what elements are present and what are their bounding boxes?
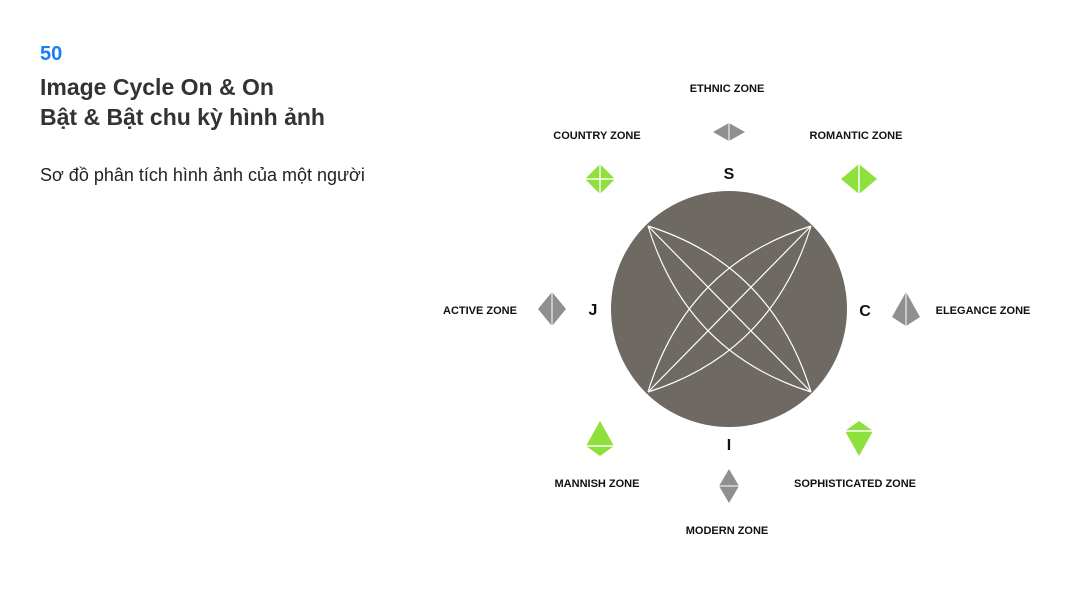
country-zone-label: COUNTRY ZONE	[553, 130, 640, 142]
axis-label-i: I	[727, 437, 731, 454]
romantic-zone-label: ROMANTIC ZONE	[810, 130, 903, 142]
arc-1a	[647, 225, 812, 393]
axis-label-s: S	[724, 166, 735, 183]
sophisticated-zone-icon	[845, 421, 873, 456]
romantic-zone-icon	[841, 164, 877, 194]
active-zone-icon	[538, 292, 566, 326]
modern-zone-icon	[719, 469, 739, 503]
axis-label-c: C	[859, 303, 871, 320]
ethnic-zone-label: ETHNIC ZONE	[690, 83, 765, 95]
active-zone-label: ACTIVE ZONE	[443, 305, 517, 317]
diagonal-line-2	[647, 225, 812, 393]
arc-1b	[647, 225, 812, 393]
title-line-english: Image Cycle On & On	[40, 74, 274, 100]
title-line-vietnamese: Bật & Bật chu kỳ hình ảnh	[40, 104, 325, 130]
mannish-zone-icon	[586, 421, 614, 456]
lens-lines	[647, 225, 812, 393]
sophisticated-zone-label: SOPHISTICATED ZONE	[794, 478, 916, 490]
arc-2a	[647, 225, 812, 393]
axis-label-j: J	[589, 302, 598, 319]
page-subtitle: Sơ đồ phân tích hình ảnh của một người	[40, 165, 365, 185]
arc-2b	[647, 225, 812, 393]
ethnic-zone-icon	[713, 123, 745, 141]
page-number: 50	[40, 43, 63, 65]
modern-zone-label: MODERN ZONE	[686, 525, 769, 537]
mannish-zone-label: MANNISH ZONE	[555, 478, 640, 490]
elegance-zone-label: ELEGANCE ZONE	[936, 305, 1031, 317]
page-title: Image Cycle On & On Bật & Bật chu kỳ hìn…	[40, 72, 325, 132]
elegance-zone-icon	[892, 292, 920, 326]
country-zone-icon	[585, 164, 615, 194]
